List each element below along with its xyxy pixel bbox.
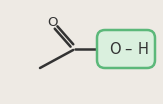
Text: O: O — [109, 41, 121, 56]
FancyBboxPatch shape — [97, 30, 155, 68]
Text: –: – — [124, 41, 132, 56]
Text: O: O — [48, 15, 58, 28]
Text: H: H — [138, 41, 148, 56]
